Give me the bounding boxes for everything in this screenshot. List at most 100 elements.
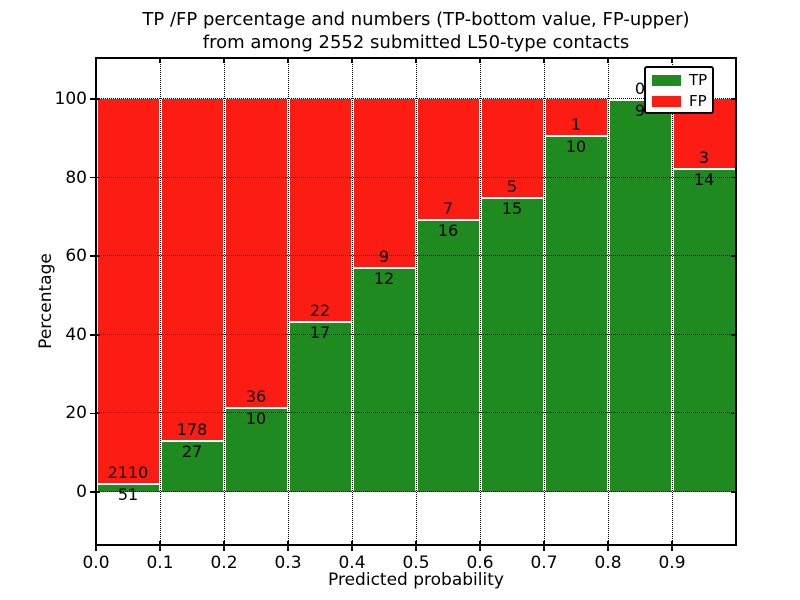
- legend-tp-swatch-icon: [652, 74, 681, 86]
- x-tick-bottom: [415, 541, 417, 551]
- y-tick-right: [731, 412, 736, 415]
- y-tick-left: [90, 491, 100, 493]
- x-tick-label: 0.1: [146, 553, 174, 573]
- y-tick-label: 20: [65, 403, 87, 424]
- fp-count-label: 22: [309, 300, 331, 320]
- fp-count-label: 3: [698, 148, 710, 168]
- x-tick-top: [479, 58, 481, 63]
- x-tick-bottom: [607, 541, 609, 551]
- y-tick-left: [90, 98, 100, 100]
- x-tick-label: 0.6: [466, 553, 494, 573]
- bar-fp-segment: [161, 99, 223, 441]
- x-tick-label: 0.5: [402, 553, 430, 573]
- legend-fp-label: FP: [689, 91, 707, 110]
- y-tick-right: [731, 255, 736, 257]
- bar-fp-segment: [545, 99, 607, 135]
- bar-tp-segment: [609, 99, 671, 492]
- x-tick-label: 0.9: [658, 553, 686, 573]
- y-tick-right: [731, 334, 736, 336]
- x-tick-bottom: [95, 541, 97, 551]
- v-gridline: [287, 58, 289, 545]
- legend-item-fp: FP: [652, 92, 712, 110]
- bar-tp-segment: [673, 168, 735, 492]
- v-gridline: [671, 58, 673, 545]
- fp-count-label: 1: [570, 114, 582, 134]
- fp-count-label: 178: [176, 420, 208, 440]
- x-tick-bottom: [671, 541, 673, 551]
- y-tick-label: 40: [65, 324, 87, 345]
- x-tick-bottom: [479, 541, 481, 551]
- v-gridline: [351, 58, 353, 545]
- fp-count-label: 2110: [107, 462, 149, 482]
- tp-count-label: 10: [565, 136, 587, 156]
- bar-tp-segment: [225, 406, 287, 492]
- y-tick-label: 60: [65, 246, 87, 267]
- bar-tp-segment: [545, 134, 607, 492]
- tp-count-label: 12: [373, 269, 395, 289]
- bar-fp-segment: [353, 99, 415, 268]
- tp-count-label: 10: [245, 408, 267, 428]
- bar-fp-segment: [481, 99, 543, 198]
- legend-item-tp: TP: [652, 71, 712, 89]
- chart-title-line-2: from among 2552 submitted L50-type conta…: [202, 32, 630, 53]
- x-axis-label: Predicted probability: [328, 570, 504, 590]
- chart-title-line-1: TP /FP percentage and numbers (TP-bottom…: [142, 9, 690, 30]
- chart-title: TP /FP percentage and numbers (TP-bottom…: [96, 8, 736, 54]
- y-tick-left: [90, 412, 100, 415]
- x-tick-bottom: [351, 541, 353, 551]
- bar-tp-segment: [161, 440, 223, 492]
- x-tick-label: 0.4: [338, 553, 366, 573]
- bar-tp-segment: [353, 267, 415, 492]
- x-tick-top: [607, 58, 609, 63]
- bar-tp-segment: [97, 482, 159, 492]
- tp-count-label: 51: [117, 484, 139, 504]
- legend-fp-swatch-icon: [652, 95, 681, 107]
- x-tick-top: [159, 58, 161, 63]
- x-tick-bottom: [287, 541, 289, 551]
- x-tick-label: 0.8: [594, 553, 622, 573]
- x-tick-bottom: [543, 541, 545, 551]
- x-tick-top: [223, 58, 225, 63]
- y-tick-label: 0: [76, 482, 87, 502]
- x-tick-bottom: [159, 541, 161, 551]
- x-tick-top: [671, 58, 673, 63]
- tp-count-label: 15: [501, 199, 523, 219]
- x-tick-bottom: [223, 541, 225, 551]
- tp-count-label: 9: [634, 101, 646, 120]
- tp-count-label: 14: [693, 170, 715, 190]
- bar-fp-segment: [289, 99, 351, 321]
- bar-fp-segment: [97, 99, 159, 483]
- legend-tp-label: TP: [689, 70, 708, 89]
- v-gridline: [607, 58, 609, 545]
- v-gridline: [159, 58, 161, 545]
- y-tick-right: [731, 98, 736, 100]
- v-gridline: [479, 58, 481, 545]
- tp-count-label: 27: [181, 442, 203, 462]
- bar-fp-segment: [225, 99, 287, 407]
- fp-count-label: 5: [506, 177, 518, 197]
- tp-count-label: 17: [309, 322, 331, 342]
- y-tick-right: [731, 176, 736, 179]
- v-gridline: [543, 58, 545, 545]
- x-tick-label: 0.2: [210, 553, 238, 573]
- y-tick-right: [731, 491, 736, 493]
- legend: TP FP: [644, 66, 714, 114]
- bar-fp-segment: [417, 99, 479, 219]
- bar-tp-segment: [481, 197, 543, 492]
- y-tick-label: 100: [54, 89, 87, 109]
- x-tick-top: [351, 58, 353, 63]
- v-gridline: [415, 58, 417, 545]
- bar-tp-segment: [289, 320, 351, 492]
- v-gridline: [223, 58, 225, 545]
- fp-count-label: 9: [378, 247, 390, 267]
- x-tick-label: 0.7: [530, 553, 558, 573]
- y-tick-left: [90, 176, 100, 179]
- bar-tp-segment: [417, 218, 479, 492]
- fp-count-label: 36: [245, 386, 267, 406]
- y-tick-left: [90, 255, 100, 257]
- x-tick-top: [415, 58, 417, 63]
- y-tick-left: [90, 334, 100, 336]
- x-tick-label: 0.0: [82, 553, 110, 573]
- x-tick-top: [543, 58, 545, 63]
